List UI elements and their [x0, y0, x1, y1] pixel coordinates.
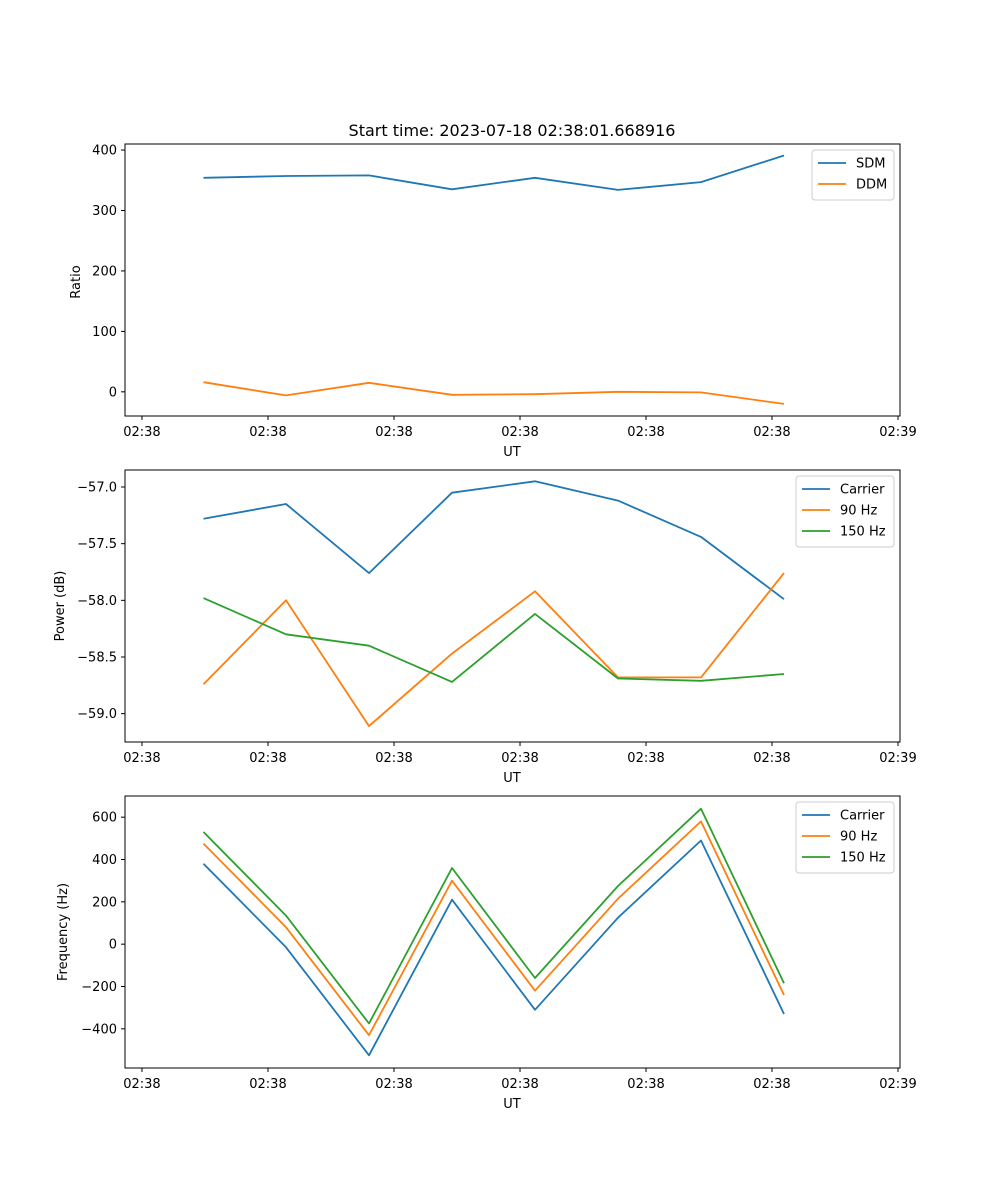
ratio-legend-label: SDM	[856, 157, 885, 172]
ratio-x-tick-label: 02:38	[501, 425, 538, 440]
frequency-legend-label: 90 Hz	[840, 830, 877, 845]
power-y-tick-label: −59.0	[77, 707, 117, 722]
power-x-tick-label: 02:38	[501, 751, 538, 766]
ratio-x-tick-label: 02:38	[753, 425, 790, 440]
frequency-legend	[795, 801, 895, 874]
power-series-carrier	[203, 480, 785, 600]
frequency-legend-label: Carrier	[840, 809, 885, 824]
frequency-legend-label: 150 Hz	[840, 851, 886, 866]
power-subplot: −59.0 −58.5 −58.0 −57.5 −57.0 02:38 02:38 02:38…	[53, 469, 917, 786]
ratio-subplot: Start time: 2023-07-18 02:38:01.668916 0…	[69, 121, 917, 460]
frequency-x-tick-label: 02:38	[375, 1077, 412, 1092]
frequency-series-150-hz	[202, 807, 785, 1025]
ratio-x-tick-label: 02:38	[249, 425, 286, 440]
frequency-x-tick-label: 02:38	[249, 1077, 286, 1092]
ratio-x-tick-label: 02:38	[375, 425, 412, 440]
ratio-marks: 0 100 200 300 400 02:38 02:38 02:38 02:38 02:38 02…	[92, 144, 917, 440]
frequency-x-axis-label: UT	[503, 1097, 521, 1112]
power-x-axis-label: UT	[503, 771, 521, 786]
power-legend-label: 90 Hz	[840, 504, 877, 519]
power-legend	[795, 475, 895, 548]
power-x-tick-label: 02:38	[123, 751, 160, 766]
frequency-x-tick-label: 02:38	[753, 1077, 790, 1092]
frequency-x-tick-label: 02:39	[879, 1077, 916, 1092]
power-y-tick-label: −57.0	[77, 481, 117, 496]
power-y-axis-label: Power (dB)	[53, 571, 68, 642]
power-x-tick-label: 02:38	[249, 751, 286, 766]
power-x-tick-label: 02:38	[753, 751, 790, 766]
power-legend-label: 150 Hz	[840, 525, 886, 540]
power-x-tick-label: 02:38	[375, 751, 412, 766]
frequency-series-carrier	[202, 839, 785, 1057]
ratio-y-tick-label: 200	[92, 264, 117, 279]
frequency-series-90-hz	[202, 820, 785, 1037]
power-series-90-hz	[202, 572, 785, 727]
frequency-y-tick-label: −200	[81, 980, 117, 995]
ratio-x-tick-label: 02:38	[123, 425, 160, 440]
frequency-x-tick-label: 02:38	[501, 1077, 538, 1092]
frequency-y-tick-label: 0	[109, 938, 117, 953]
frequency-y-tick-label: 200	[92, 895, 117, 910]
power-y-tick-label: −58.0	[77, 594, 117, 609]
ratio-y-axis-label: Ratio	[69, 265, 84, 298]
ratio-y-tick-label: 300	[92, 204, 117, 219]
ratio-axes-frame	[124, 143, 901, 417]
ratio-series-sdm	[203, 154, 785, 191]
frequency-y-tick-label: 400	[92, 853, 117, 868]
frequency-y-tick-label: 600	[92, 811, 117, 826]
ratio-x-tick-label: 02:38	[627, 425, 664, 440]
power-x-tick-label: 02:38	[627, 751, 664, 766]
frequency-subplot: −400 −200 0 200 400 600 02:38 02:38 02:38 02:38 02…	[56, 795, 917, 1112]
frequency-y-axis-label: Frequency (Hz)	[56, 883, 71, 981]
power-y-tick-label: −58.5	[77, 651, 117, 666]
frequency-marks: −400 −200 0 200 400 600 02:38 02:38 02:38 02:38 02…	[81, 801, 917, 1092]
ratio-x-axis-label: UT	[503, 445, 521, 460]
power-y-tick-label: −57.5	[77, 537, 117, 552]
chart-title: Start time: 2023-07-18 02:38:01.668916	[349, 121, 676, 140]
ratio-y-tick-label: 400	[92, 144, 117, 159]
frequency-x-tick-label: 02:38	[627, 1077, 664, 1092]
ratio-y-tick-label: 100	[92, 325, 117, 340]
power-x-tick-label: 02:39	[879, 751, 916, 766]
power-marks: −59.0 −58.5 −58.0 −57.5 −57.0 02:38 02:38 02:38…	[77, 475, 917, 766]
frequency-y-tick-label: −400	[81, 1022, 117, 1037]
ratio-series-ddm	[203, 381, 785, 405]
frequency-axes-frame	[124, 795, 901, 1069]
ratio-y-tick-label: 0	[109, 385, 117, 400]
power-axes-frame	[124, 469, 901, 743]
ratio-x-tick-label: 02:39	[879, 425, 916, 440]
ratio-legend-label: DDM	[856, 178, 887, 193]
frequency-x-tick-label: 02:38	[123, 1077, 160, 1092]
power-series-150-hz	[203, 597, 785, 683]
power-legend-label: Carrier	[840, 483, 885, 498]
